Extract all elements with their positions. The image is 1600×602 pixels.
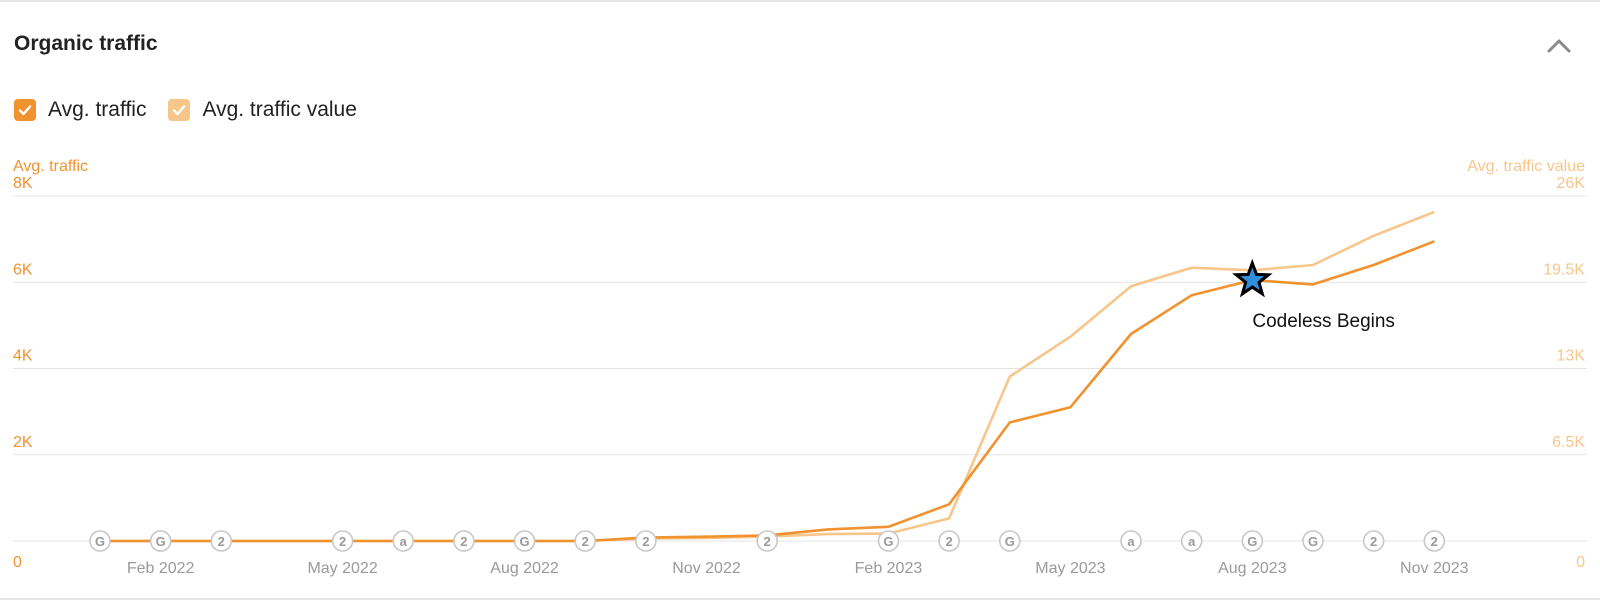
- legend-item-avg-traffic-value[interactable]: Avg. traffic value: [168, 98, 357, 122]
- event-marker[interactable]: [1302, 530, 1324, 552]
- avg-traffic-checkbox[interactable]: [14, 99, 36, 121]
- event-marker[interactable]: [1241, 530, 1264, 552]
- event-marker[interactable]: [210, 530, 233, 552]
- event-marker-label: 2: [1370, 534, 1377, 549]
- star-icon: [1232, 258, 1273, 298]
- event-marker[interactable]: [392, 530, 415, 552]
- event-marker-label: 2: [945, 534, 952, 549]
- x-tick-label: Feb 2023: [855, 560, 923, 577]
- event-marker-label: 2: [460, 534, 467, 549]
- event-marker[interactable]: [756, 530, 778, 552]
- event-marker-label: a: [1188, 534, 1196, 549]
- x-tick-label: Aug 2022: [490, 560, 559, 577]
- event-marker[interactable]: [1423, 530, 1446, 552]
- event-marker-label: G: [95, 534, 105, 549]
- event-marker-label: G: [519, 534, 529, 549]
- event-marker[interactable]: [1180, 530, 1203, 552]
- event-marker[interactable]: [635, 530, 657, 552]
- event-marker[interactable]: [149, 530, 172, 552]
- legend-label-avg-traffic: Avg. traffic: [48, 98, 147, 121]
- event-marker[interactable]: [877, 530, 900, 552]
- event-marker-label: a: [400, 534, 408, 549]
- y-right-tick-label: 13K: [1557, 348, 1586, 365]
- event-marker[interactable]: [513, 530, 536, 552]
- x-tick-label: Aug 2023: [1218, 560, 1287, 577]
- collapse-button[interactable]: [1544, 32, 1574, 58]
- event-marker[interactable]: [938, 530, 960, 552]
- event-marker-label: G: [1308, 534, 1318, 549]
- y-left-tick-label: 2K: [13, 434, 33, 451]
- event-marker-label: 2: [582, 534, 589, 549]
- x-tick-label: Nov 2022: [672, 560, 741, 577]
- checkmark-icon: [18, 105, 32, 116]
- event-marker-label: 2: [1431, 534, 1438, 549]
- event-marker[interactable]: [89, 530, 111, 552]
- right-axis-title: Avg. traffic value: [1467, 158, 1585, 175]
- event-marker-label: G: [1005, 534, 1015, 549]
- x-tick-label: May 2023: [1035, 560, 1105, 577]
- event-marker-label: 2: [642, 534, 649, 549]
- event-marker[interactable]: [574, 530, 597, 552]
- left-axis-title: Avg. traffic: [13, 158, 88, 175]
- event-marker-label: G: [156, 534, 166, 549]
- event-marker-label: 2: [764, 534, 771, 549]
- y-left-tick-label: 4K: [13, 348, 33, 365]
- event-marker-label: a: [1127, 534, 1135, 549]
- y-right-tick-label: 0: [1576, 554, 1585, 571]
- y-right-tick-label: 26K: [1557, 175, 1586, 192]
- x-tick-label: Nov 2023: [1400, 560, 1469, 577]
- y-right-tick-label: 19.5K: [1543, 261, 1585, 278]
- checkmark-icon: [173, 105, 186, 116]
- event-marker-label: G: [1247, 534, 1257, 549]
- event-marker[interactable]: [331, 530, 354, 552]
- event-marker[interactable]: [1362, 530, 1385, 552]
- event-marker[interactable]: [1120, 530, 1142, 552]
- annotation-label: Codeless Begins: [1252, 311, 1395, 332]
- event-marker-label: 2: [339, 534, 346, 549]
- y-right-tick-label: 6.5K: [1552, 434, 1585, 451]
- y-left-tick-label: 0: [13, 554, 22, 571]
- legend-item-avg-traffic[interactable]: Avg. traffic: [14, 98, 146, 122]
- panel-title: Organic traffic: [14, 32, 158, 55]
- x-tick-label: May 2022: [307, 560, 377, 577]
- y-left-tick-label: 6K: [13, 261, 33, 278]
- y-left-tick-label: 8K: [13, 175, 33, 192]
- avg-traffic-value-line: [100, 210, 1435, 543]
- chevron-up-icon: [1547, 39, 1571, 53]
- avg-traffic-value-checkbox[interactable]: [168, 99, 191, 121]
- event-marker[interactable]: [453, 530, 475, 552]
- event-marker-label: 2: [218, 534, 225, 549]
- legend: Avg. traffic Avg. traffic value: [14, 98, 357, 122]
- avg-traffic-line: [100, 240, 1435, 543]
- legend-label-avg-traffic-value: Avg. traffic value: [202, 98, 357, 121]
- event-marker[interactable]: [998, 530, 1021, 552]
- x-tick-label: Feb 2022: [127, 560, 195, 577]
- event-marker-label: G: [883, 534, 893, 549]
